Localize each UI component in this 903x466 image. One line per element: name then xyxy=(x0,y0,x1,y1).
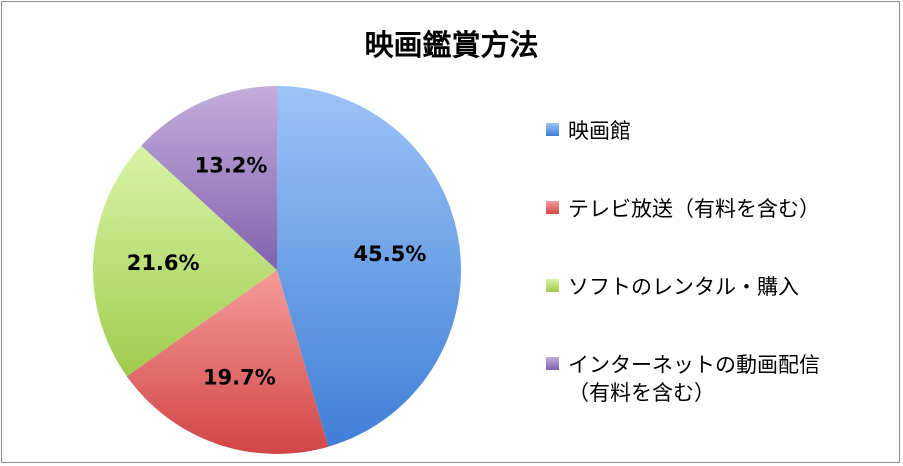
chart-title: 映画鑑賞方法 xyxy=(364,28,539,62)
pie-slice xyxy=(126,270,329,454)
legend-label: （有料を含む） xyxy=(568,381,715,405)
pie-slice xyxy=(92,145,277,377)
data-label: 13.2% xyxy=(195,154,268,178)
pie-slice xyxy=(141,86,277,270)
slices xyxy=(92,85,462,454)
legend-swatch xyxy=(546,201,559,214)
legend-label: 映画館 xyxy=(568,119,631,143)
legend-label: インターネットの動画配信 xyxy=(568,353,820,377)
pie-slice xyxy=(277,85,462,447)
legend-swatch xyxy=(546,123,559,136)
data-label: 45.5% xyxy=(354,242,427,266)
data-label: 21.6% xyxy=(127,251,200,275)
legend-swatch xyxy=(546,279,559,292)
data-label: 19.7% xyxy=(203,366,276,390)
legend-label: テレビ放送（有料を含む） xyxy=(568,197,820,221)
data-labels: 45.5% 19.7% 21.6% 13.2% xyxy=(127,154,427,390)
legend-label: ソフトのレンタル・購入 xyxy=(568,275,799,299)
legend-swatch xyxy=(546,357,559,370)
